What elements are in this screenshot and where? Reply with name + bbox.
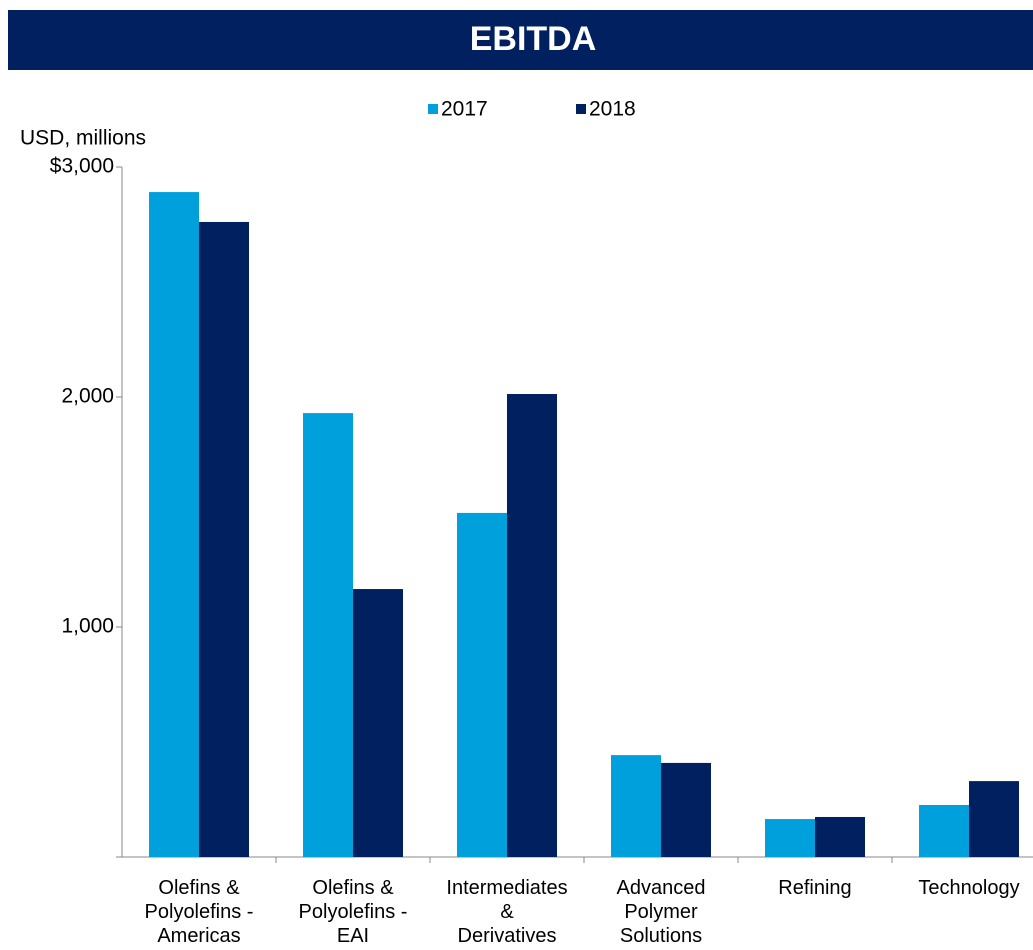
bar [149,192,199,857]
bar [611,755,661,857]
x-tick-label: Refining [778,877,852,899]
x-tick-label: Olefins & Polyolefins - EAI [298,877,408,947]
legend-label: 2018 [589,98,636,121]
title-bar [8,10,1033,70]
legend-swatch [576,104,586,114]
bar [969,781,1019,857]
x-tick-label: Olefins & Polyolefins - Americas [144,877,254,947]
bar [815,816,865,857]
bar [661,762,711,857]
y-axis-label: USD, millions [20,127,146,150]
legend-label: 2017 [441,98,488,121]
y-tick-label: 2,000 [61,385,114,408]
bar [353,589,403,857]
y-tick-label: 1,000 [61,615,114,638]
bar [919,805,969,857]
chart-title: EBITDA [470,20,597,58]
bar [765,819,815,857]
bar [457,512,507,857]
x-tick-label: Technology [918,877,1020,899]
bar [199,221,249,858]
x-tick-label: Advanced Polymer Solutions [616,877,706,947]
bar [507,394,557,857]
y-tick-label: $3,000 [50,155,114,178]
x-tick-label: Intermediates & Derivatives [446,877,568,947]
bar [303,413,353,857]
legend-swatch [428,104,438,114]
